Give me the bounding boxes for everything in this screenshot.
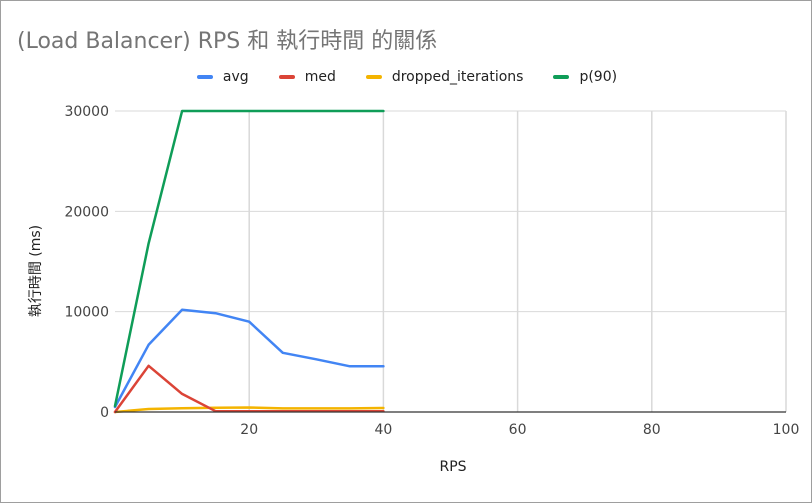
legend-label-p90: p(90) [579,69,618,85]
series-line-p-90 [113,109,385,408]
legend-item-med[interactable]: med [278,69,336,85]
series-line-avg [113,308,385,409]
legend-label-avg: avg [222,69,249,85]
y-tick-label-20000: 20000 [64,204,109,220]
legend-label-dropped-iterations: dropped_iterations [391,69,524,85]
x-tick-label-20: 20 [240,422,258,438]
chart-title: (Load Balancer) RPS 和 執行時間 的關係 [17,29,438,54]
y-tick-label-0: 0 [100,405,109,421]
legend-label-med: med [304,69,336,85]
x-tick-label-100: 100 [773,422,800,438]
legend-item-dropped-iterations[interactable]: dropped_iterations [365,69,524,85]
legend-item-p90[interactable]: p(90) [553,69,617,85]
series-line-dropped-iterations [113,406,385,414]
x-axis-label: RPS [439,459,467,475]
legend-item-avg[interactable]: avg [196,69,249,85]
series-line-med [113,364,385,414]
legend: avg med dropped_iterations p(90) [1,69,812,85]
x-tick-label-80: 80 [643,422,661,438]
legend-swatch-p90 [553,75,570,79]
y-tick-label-30000: 30000 [64,104,109,120]
legend-swatch-med [278,75,295,79]
x-tick-label-60: 60 [509,422,527,438]
legend-swatch-dropped-iterations [365,75,382,79]
x-tick-label-40: 40 [374,422,392,438]
legend-swatch-avg [196,75,213,79]
y-tick-label-10000: 10000 [64,305,109,321]
